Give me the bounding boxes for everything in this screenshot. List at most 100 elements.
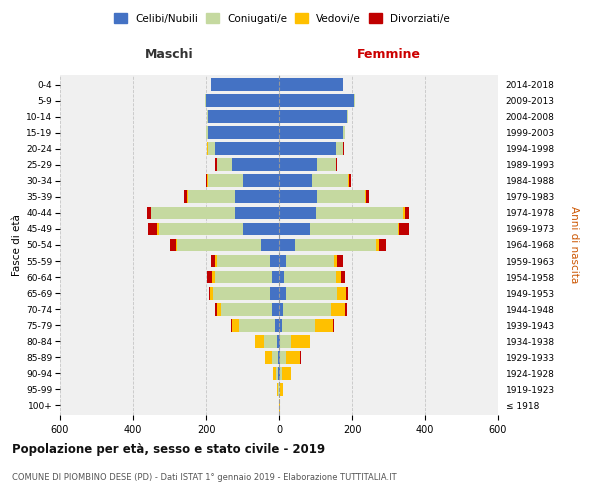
Bar — [242, 174, 279, 188]
Bar — [272, 270, 279, 283]
Bar — [279, 174, 312, 188]
Bar — [286, 351, 300, 364]
Bar — [151, 206, 235, 220]
Bar — [215, 302, 217, 316]
Bar — [235, 206, 279, 220]
Bar — [273, 367, 277, 380]
Bar — [277, 367, 278, 380]
Bar — [365, 190, 366, 203]
Bar — [279, 335, 280, 347]
Bar — [277, 335, 279, 347]
Bar — [279, 126, 343, 139]
Bar — [270, 286, 279, 300]
Bar — [279, 142, 335, 155]
Bar — [279, 190, 317, 203]
Bar — [157, 222, 158, 235]
Bar — [215, 254, 217, 268]
Bar — [317, 190, 365, 203]
Bar — [280, 367, 281, 380]
Bar — [208, 110, 279, 123]
Bar — [208, 126, 279, 139]
Bar — [279, 319, 282, 332]
Bar — [277, 383, 278, 396]
Bar — [376, 238, 379, 252]
Text: Popolazione per età, sesso e stato civile - 2019: Popolazione per età, sesso e stato civil… — [12, 442, 325, 456]
Bar — [206, 174, 208, 188]
Text: Femmine: Femmine — [356, 48, 421, 62]
Y-axis label: Fasce di età: Fasce di età — [12, 214, 22, 276]
Bar — [177, 238, 261, 252]
Bar — [403, 206, 405, 220]
Bar — [231, 319, 232, 332]
Bar — [316, 206, 403, 220]
Bar — [147, 206, 151, 220]
Bar — [279, 158, 317, 171]
Bar — [336, 158, 337, 171]
Bar — [215, 158, 217, 171]
Bar — [279, 254, 286, 268]
Bar — [341, 270, 344, 283]
Bar — [278, 367, 279, 380]
Y-axis label: Anni di nascita: Anni di nascita — [569, 206, 579, 284]
Bar — [379, 238, 386, 252]
Bar — [184, 190, 187, 203]
Bar — [279, 206, 316, 220]
Bar — [211, 254, 215, 268]
Bar — [331, 302, 346, 316]
Bar — [334, 254, 337, 268]
Bar — [217, 158, 232, 171]
Bar — [242, 222, 279, 235]
Bar — [206, 126, 208, 139]
Bar — [280, 383, 283, 396]
Bar — [239, 319, 275, 332]
Bar — [279, 367, 280, 380]
Bar — [211, 286, 214, 300]
Bar — [292, 335, 310, 347]
Bar — [278, 351, 279, 364]
Bar — [158, 222, 242, 235]
Bar — [286, 286, 337, 300]
Bar — [261, 238, 279, 252]
Bar — [207, 270, 212, 283]
Bar — [232, 158, 279, 171]
Legend: Celibi/Nubili, Coniugati/e, Vedovi/e, Divorziati/e: Celibi/Nubili, Coniugati/e, Vedovi/e, Di… — [111, 10, 453, 26]
Bar — [286, 254, 334, 268]
Bar — [217, 302, 221, 316]
Bar — [265, 335, 277, 347]
Bar — [283, 302, 331, 316]
Bar — [279, 270, 284, 283]
Bar — [211, 78, 279, 91]
Bar — [337, 286, 346, 300]
Bar — [188, 190, 235, 203]
Bar — [265, 351, 272, 364]
Bar — [335, 270, 341, 283]
Bar — [208, 174, 242, 188]
Bar — [279, 238, 295, 252]
Bar — [170, 238, 176, 252]
Bar — [312, 174, 349, 188]
Bar — [221, 302, 272, 316]
Bar — [208, 142, 215, 155]
Bar — [281, 367, 290, 380]
Bar — [275, 319, 279, 332]
Bar — [349, 174, 350, 188]
Bar — [279, 110, 347, 123]
Bar — [279, 351, 280, 364]
Bar — [205, 94, 206, 107]
Bar — [354, 94, 355, 107]
Text: COMUNE DI PIOMBINO DESE (PD) - Dati ISTAT 1° gennaio 2019 - Elaborazione TUTTITA: COMUNE DI PIOMBINO DESE (PD) - Dati ISTA… — [12, 472, 397, 482]
Bar — [366, 190, 369, 203]
Bar — [317, 158, 335, 171]
Bar — [214, 286, 270, 300]
Bar — [209, 286, 211, 300]
Bar — [279, 222, 310, 235]
Bar — [279, 286, 286, 300]
Bar — [333, 319, 334, 332]
Bar — [282, 319, 315, 332]
Bar — [310, 222, 398, 235]
Bar — [187, 190, 188, 203]
Bar — [295, 238, 376, 252]
Bar — [346, 286, 347, 300]
Bar — [279, 302, 283, 316]
Bar — [400, 222, 409, 235]
